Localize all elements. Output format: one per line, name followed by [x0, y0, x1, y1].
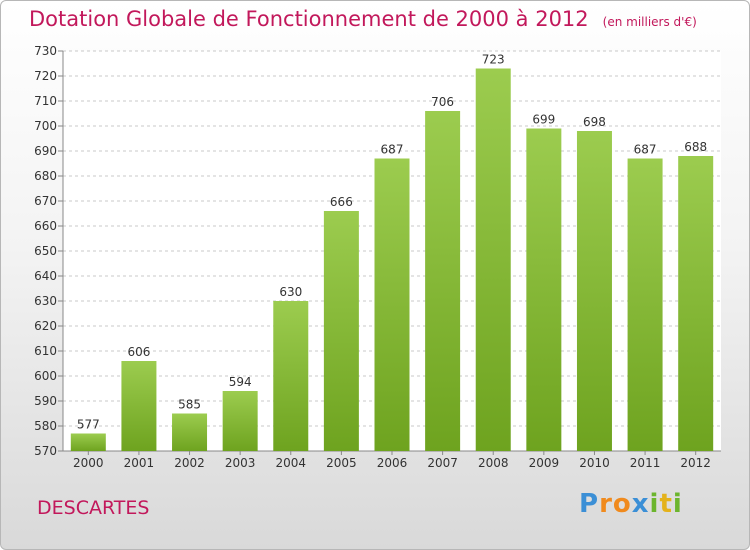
data-label-2004: 630 — [279, 285, 302, 299]
chart-title: Dotation Globale de Fonctionnement de 20… — [29, 7, 697, 31]
bar-2008 — [475, 68, 511, 451]
data-label-2007: 706 — [431, 95, 454, 109]
logo-letter: t — [659, 489, 673, 519]
x-tick-label: 2003 — [225, 456, 256, 470]
y-tick-label: 640 — [34, 269, 57, 283]
bar-2003 — [222, 391, 258, 451]
x-tick-label: 2008 — [478, 456, 509, 470]
y-tick-label: 590 — [34, 394, 57, 408]
data-label-2008: 723 — [482, 53, 505, 67]
y-tick-label: 630 — [34, 294, 57, 308]
x-tick-label: 2001 — [124, 456, 155, 470]
bar-2012 — [678, 156, 714, 451]
y-tick-label: 720 — [34, 69, 57, 83]
city-name: DESCARTES — [37, 497, 150, 519]
data-label-2010: 698 — [583, 115, 606, 129]
data-label-2003: 594 — [229, 375, 252, 389]
y-tick-label: 650 — [34, 244, 57, 258]
x-tick-label: 2004 — [275, 456, 306, 470]
data-label-2012: 688 — [684, 140, 707, 154]
bar-2004 — [273, 301, 309, 451]
bar-2006 — [374, 158, 410, 451]
y-tick-label: 690 — [34, 144, 57, 158]
data-label-2000: 577 — [77, 418, 100, 432]
logo-letter: r — [599, 489, 613, 519]
y-tick-label: 610 — [34, 344, 57, 358]
x-tick-label: 2006 — [377, 456, 408, 470]
y-tick-label: 710 — [34, 94, 57, 108]
y-tick-label: 680 — [34, 169, 57, 183]
x-tick-label: 2000 — [73, 456, 104, 470]
x-tick-label: 2005 — [326, 456, 357, 470]
x-tick-label: 2012 — [680, 456, 711, 470]
logo-letter: o — [612, 489, 632, 519]
data-label-2011: 687 — [634, 143, 657, 157]
y-tick-label: 670 — [34, 194, 57, 208]
logo-letter: x — [631, 489, 650, 519]
data-label-2006: 687 — [381, 143, 404, 157]
x-tick-label: 2009 — [529, 456, 560, 470]
y-tick-label: 580 — [34, 419, 57, 433]
y-tick-label: 570 — [34, 444, 57, 458]
logo-letter: i — [649, 489, 660, 519]
logo-letter: P — [579, 489, 600, 519]
logo-letter: i — [672, 489, 683, 519]
y-tick-label: 730 — [34, 44, 57, 58]
x-tick-label: 2007 — [427, 456, 458, 470]
y-tick-label: 700 — [34, 119, 57, 133]
data-label-2002: 585 — [178, 398, 201, 412]
data-label-2009: 699 — [532, 113, 555, 127]
bar-2007 — [425, 111, 461, 451]
data-label-2001: 606 — [127, 345, 150, 359]
y-tick-label: 660 — [34, 219, 57, 233]
y-tick-label: 620 — [34, 319, 57, 333]
unit-label: (en milliers d'€) — [602, 15, 697, 29]
data-label-2005: 666 — [330, 195, 353, 209]
x-tick-label: 2002 — [174, 456, 205, 470]
x-tick-label: 2010 — [579, 456, 610, 470]
bar-2010 — [576, 131, 612, 451]
bar-2001 — [121, 361, 157, 451]
y-tick-label: 600 — [34, 369, 57, 383]
bar-2005 — [323, 211, 359, 451]
bar-2002 — [172, 413, 208, 451]
bar-2009 — [526, 128, 562, 451]
bar-2011 — [627, 158, 663, 451]
proxiti-logo: Proxiti — [579, 489, 683, 519]
x-tick-label: 2011 — [630, 456, 661, 470]
bar-2000 — [70, 433, 106, 451]
